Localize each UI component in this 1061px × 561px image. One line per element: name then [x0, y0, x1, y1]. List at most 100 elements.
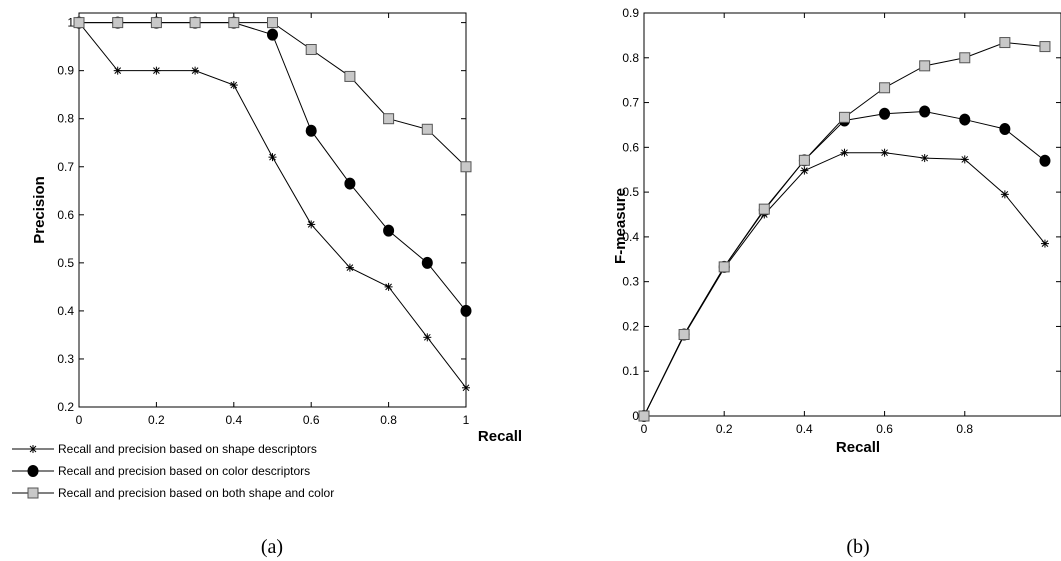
y-tick-label: 0.2	[57, 400, 74, 414]
y-tick-label: 0.9	[622, 6, 639, 20]
y-tick-label: 0.8	[57, 112, 74, 126]
data-point	[638, 410, 650, 422]
data-point	[384, 282, 393, 291]
data-point	[383, 113, 395, 125]
y-tick-label: 0.1	[622, 364, 639, 378]
y-tick-label: 1	[67, 16, 74, 30]
tick-group-b: 0 0.2 0.4 0.6 0.8 0 0.1 0.2 0.3 0.4 0.5 0.6 0.7 0.8 0.…	[622, 6, 1061, 436]
panel-caption-b: (b)	[846, 536, 869, 558]
y-tick-label: 0.4	[57, 304, 74, 318]
data-point	[344, 177, 356, 190]
legend-label: Recall and precision based on shape desc…	[58, 442, 317, 456]
y-tick-label: 0.4	[622, 230, 639, 244]
data-point	[800, 166, 809, 175]
legend-marker	[27, 487, 39, 499]
data-point	[152, 66, 161, 75]
data-point	[460, 304, 472, 317]
data-point	[73, 17, 85, 29]
data-point	[423, 333, 432, 342]
data-point	[229, 81, 238, 90]
data-point	[718, 261, 730, 273]
data-point	[305, 44, 317, 56]
data-point	[189, 17, 201, 29]
plot-frame-a	[78, 12, 467, 408]
data-point	[383, 224, 395, 237]
x-tick-label: 1	[463, 413, 470, 427]
data-point	[879, 107, 891, 120]
x-tick-label: 0	[76, 413, 83, 427]
y-tick-label: 0.2	[622, 319, 639, 333]
x-tick-label: 0.6	[303, 413, 320, 427]
data-point	[678, 329, 690, 341]
x-tick-label: 0	[641, 422, 648, 436]
data-point	[960, 155, 969, 164]
data-point	[840, 148, 849, 157]
panel-caption-a: (a)	[261, 536, 283, 558]
legend-marker	[27, 465, 39, 477]
series-line	[78, 22, 467, 389]
y-tick-label: 0.6	[57, 208, 74, 222]
data-point	[462, 383, 470, 392]
plot-frame-b	[643, 12, 1061, 417]
legend-marker	[29, 445, 37, 453]
y-tick-label: 0.3	[622, 275, 639, 289]
data-point	[879, 82, 891, 94]
y-tick-label: 0.7	[622, 96, 639, 110]
data-point	[838, 111, 850, 123]
y-axis-label-a: Precision	[31, 176, 48, 244]
x-tick-label: 0.2	[716, 422, 733, 436]
y-axis-label-b: F-measure	[612, 188, 629, 264]
series-line	[643, 111, 1046, 417]
y-tick-label: 0.6	[622, 140, 639, 154]
y-tick-label: 0.3	[57, 352, 74, 366]
f-measure-chart: 0 0.2 0.4 0.6 0.8 0 0.1 0.2 0.3 0.4 0.5 0.6 0.7 0.8 0.…	[612, 6, 1061, 558]
series-group-b	[638, 37, 1051, 422]
data-point	[421, 256, 433, 269]
x-tick-label: 0.8	[380, 413, 397, 427]
series-line	[79, 22, 467, 168]
legend-label: Recall and precision based on both shape…	[58, 486, 334, 500]
precision-recall-chart: 0 0.2 0.4 0.6 0.8 10.20.30.40.50.60.70.80.91 …	[12, 12, 522, 558]
data-point	[191, 66, 200, 75]
tick-group-a: 0 0.2 0.4 0.6 0.8 10.20.30.40.50.60.70.80.91	[57, 13, 470, 427]
data-point	[758, 203, 770, 215]
data-point	[919, 60, 931, 72]
data-point	[267, 17, 278, 29]
data-point	[228, 17, 240, 29]
data-point	[113, 66, 122, 75]
y-tick-label: 0.7	[57, 160, 74, 174]
data-point	[305, 124, 317, 137]
data-point	[460, 161, 472, 173]
data-point	[344, 70, 356, 82]
y-tick-label: 0.5	[57, 256, 74, 270]
series-line	[643, 152, 1046, 417]
y-tick-label: 0.5	[622, 185, 639, 199]
data-point	[150, 17, 162, 29]
data-point	[345, 263, 354, 272]
data-point	[999, 37, 1011, 49]
x-axis-label-a: Recall	[478, 428, 522, 445]
y-tick-label: 0	[632, 409, 639, 423]
x-tick-label: 0.4	[796, 422, 813, 436]
data-point	[959, 113, 971, 126]
data-point	[919, 105, 931, 118]
x-tick-label: 0.2	[148, 413, 165, 427]
series-line	[79, 22, 467, 312]
data-point	[1039, 154, 1051, 167]
series-line	[643, 42, 1046, 417]
data-point	[307, 220, 316, 229]
data-point	[1040, 239, 1049, 248]
legend-label: Recall and precision based on color desc…	[58, 464, 310, 478]
y-tick-label: 0.8	[622, 51, 639, 65]
data-point	[421, 123, 433, 135]
data-point	[112, 17, 124, 29]
x-tick-label: 0.6	[876, 422, 893, 436]
data-point	[267, 28, 278, 41]
data-point	[798, 154, 810, 166]
data-point	[1039, 41, 1051, 53]
data-point	[999, 122, 1011, 135]
data-point	[1000, 190, 1009, 199]
data-point	[959, 52, 971, 64]
series-group-a	[73, 16, 472, 392]
